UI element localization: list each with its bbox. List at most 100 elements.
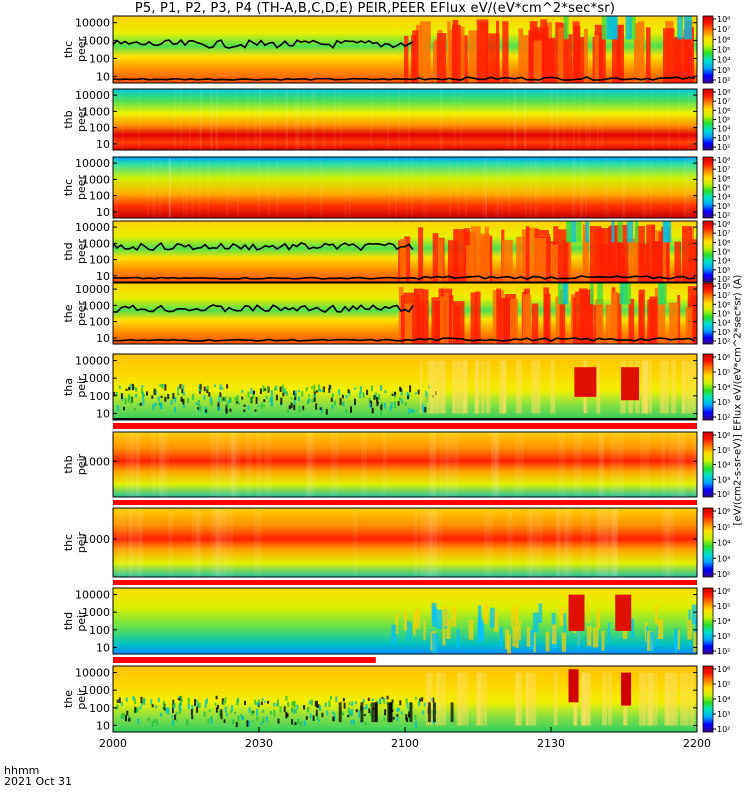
streak [158, 157, 161, 218]
noise-pixel [291, 707, 293, 713]
noise-pixel [342, 712, 344, 716]
panel-the-peir: 10000 1000 100 10 the peir 10⁶ 10⁵ 10⁴ 10³ 10² [62, 665, 730, 734]
noise-pixel [259, 388, 262, 394]
flux-gap [657, 283, 667, 305]
noise-pixel [234, 397, 237, 401]
noise-pixel [359, 386, 362, 394]
noise-pixel [129, 383, 132, 390]
colorbar-tick-label: 10⁶ [717, 431, 730, 440]
y-tick-label: 10000 [75, 667, 110, 680]
colorbar-tick-label: 10³ [717, 66, 730, 75]
streak [606, 157, 609, 218]
streak [477, 605, 482, 626]
noise-pixel [307, 706, 310, 713]
streak [671, 360, 677, 414]
noise-pixel [190, 709, 193, 716]
noise-pixel [229, 397, 232, 403]
flux-burst [621, 672, 632, 706]
panel-thb-peir: 1000 thb peir 10⁶ 10⁵ 10⁴ 10³ 10² [62, 431, 730, 499]
streak [502, 360, 506, 414]
noise-pixel [177, 697, 180, 701]
noise-pixel [121, 712, 124, 716]
noise-pixel [262, 385, 265, 393]
noise-pixel [207, 718, 210, 724]
noise-pixel [408, 408, 411, 414]
streak [312, 89, 315, 150]
colorbar-tick-label: 10² [717, 143, 730, 152]
colorbar-tick-label: 10⁸ [717, 15, 730, 24]
streak [168, 157, 171, 218]
noise-pixel [293, 398, 296, 405]
noise-pixel [260, 721, 263, 725]
noise-pixel [312, 715, 315, 721]
flux-burst [415, 24, 423, 83]
noise-pixel [219, 392, 222, 397]
streak [683, 157, 686, 218]
noise-pixel [293, 404, 296, 411]
noise-pixel [125, 697, 128, 702]
colorbar [702, 507, 714, 578]
energy-trace [113, 304, 414, 314]
noise-pixel [352, 719, 355, 725]
noise-pixel [294, 390, 297, 397]
streak [169, 157, 171, 218]
panel-frame [112, 431, 698, 498]
streak [391, 624, 397, 645]
flux-burst [574, 291, 579, 344]
noise-pixel [206, 388, 209, 394]
noise-pixel [224, 396, 227, 402]
colorbar-tick-label: 10³ [717, 632, 730, 641]
streak [583, 672, 586, 726]
noise-pixel [236, 395, 239, 402]
noise-pixel [317, 719, 320, 722]
noise-pixel [118, 385, 121, 389]
streak [480, 360, 485, 414]
streak [215, 89, 218, 150]
streak [245, 432, 252, 497]
flux-burst [637, 21, 645, 83]
streak [198, 157, 201, 218]
colorbar-tick-label: 10³ [717, 554, 730, 563]
streak [649, 157, 652, 218]
noise-pixel [116, 704, 119, 709]
colorbar-tick-label: 10² [717, 76, 730, 85]
streak [361, 432, 368, 497]
noise-pixel [254, 699, 257, 705]
panel-thb-peer: 10000 1000 100 10 thb peer 10⁸10⁷10⁶10⁵10⁴10³1… [62, 88, 730, 152]
streak [256, 432, 263, 497]
noise-pixel [205, 698, 208, 704]
noise-pixel [254, 409, 257, 412]
noise-pixel [120, 393, 123, 399]
noise-pixel [308, 700, 311, 705]
y-tick-label: 1000 [82, 173, 110, 186]
flux-burst [453, 301, 465, 344]
noise-pixel [194, 699, 196, 706]
noise-pixel [384, 709, 387, 716]
streak [644, 157, 647, 218]
colorbar-tick-label: 10³ [717, 710, 730, 719]
noise-pixel [401, 398, 404, 404]
streak [578, 89, 581, 150]
noise-pixel [248, 707, 251, 714]
colorbar-tick-label: 10⁵ [717, 602, 730, 611]
streak [237, 157, 239, 218]
noise-pixel [128, 717, 131, 722]
streak [174, 89, 177, 150]
panel-label: thc [62, 179, 75, 196]
noise-pixel [414, 714, 417, 721]
noise-pixel [263, 399, 266, 403]
noise-pixel [226, 384, 229, 389]
noise-pixel [160, 395, 163, 399]
noise-pixel [221, 387, 224, 390]
colorbar-tick-label: 10² [717, 337, 730, 346]
streak [169, 157, 172, 218]
flux-burst [542, 28, 548, 83]
y-tick-label: 100 [89, 702, 110, 715]
noise-pixel [159, 383, 162, 387]
noise-pixel [221, 698, 224, 705]
noise-pixel [126, 710, 129, 716]
streak [614, 508, 618, 577]
streak [333, 89, 336, 150]
noise-pixel [210, 716, 213, 721]
streak [582, 672, 589, 726]
